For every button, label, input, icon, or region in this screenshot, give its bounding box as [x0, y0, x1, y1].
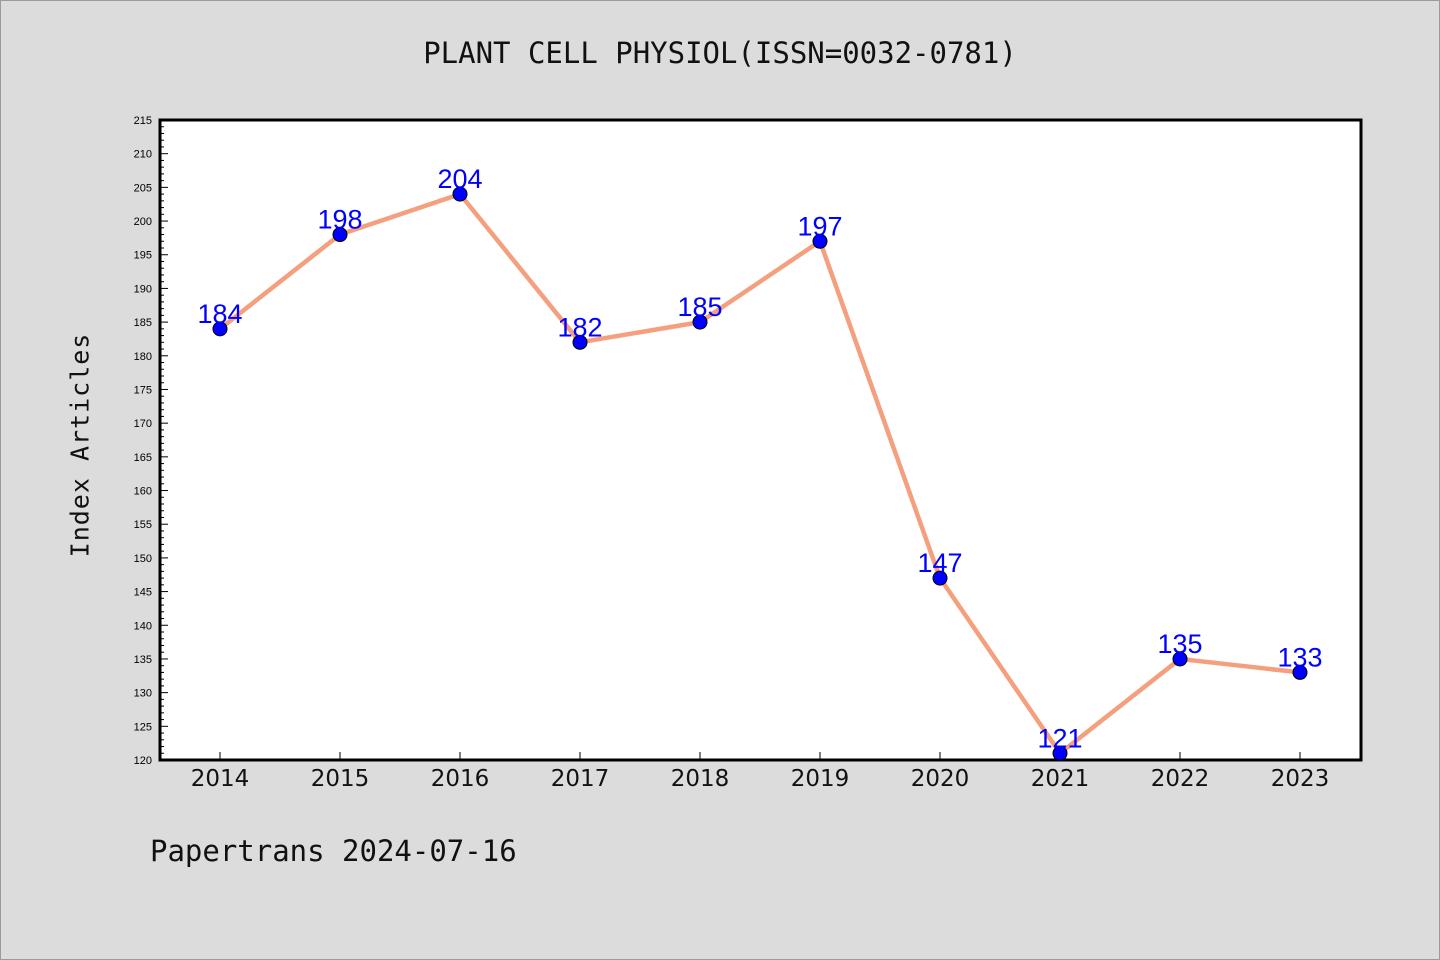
data-point — [332, 227, 348, 243]
x-tick-label: 2018 — [671, 766, 730, 792]
x-tick-label: 2019 — [791, 766, 850, 792]
data-point — [212, 321, 228, 337]
data-label: 147 — [917, 548, 962, 578]
y-tick-label: 170 — [134, 418, 152, 430]
y-tick-label: 165 — [134, 452, 152, 464]
data-label: 135 — [1157, 629, 1202, 659]
data-point — [692, 314, 708, 330]
data-label: 133 — [1277, 642, 1322, 672]
x-tick-label: 2015 — [311, 766, 370, 792]
data-label: 198 — [317, 205, 362, 235]
x-tick-label: 2020 — [911, 766, 970, 792]
y-tick-label: 215 — [134, 115, 152, 127]
y-tick-label: 155 — [134, 519, 152, 531]
data-label: 121 — [1037, 723, 1082, 753]
series-line — [217, 191, 1303, 756]
data-label: 197 — [797, 211, 842, 241]
x-tick-label: 2017 — [551, 766, 610, 792]
y-tick-label: 145 — [134, 587, 152, 599]
y-tick-label: 150 — [134, 553, 152, 565]
y-tick-label: 175 — [134, 384, 152, 396]
data-point — [1292, 664, 1308, 680]
data-point — [1052, 745, 1068, 761]
y-tick-label: 210 — [134, 149, 152, 161]
y-tick-label: 120 — [134, 755, 152, 767]
y-tick-label: 130 — [134, 688, 152, 700]
data-label: 185 — [677, 292, 722, 322]
y-tick-label: 125 — [134, 721, 152, 733]
y-tick-label: 200 — [134, 216, 152, 228]
x-tick-label: 2023 — [1271, 766, 1330, 792]
plot-area — [158, 118, 1363, 762]
y-tick-label: 205 — [134, 182, 152, 194]
y-tick-label: 190 — [134, 283, 152, 295]
data-point — [1172, 651, 1188, 667]
data-point — [572, 334, 588, 350]
x-tick-label: 2016 — [431, 766, 490, 792]
y-tick-label: 160 — [134, 486, 152, 498]
data-point — [452, 186, 468, 202]
x-tick-label: 2014 — [191, 766, 250, 792]
y-tick-label: 195 — [134, 250, 152, 262]
y-tick-label: 185 — [134, 317, 152, 329]
y-tick-label: 140 — [134, 620, 152, 632]
y-tick-label: 135 — [134, 654, 152, 666]
data-label: 182 — [557, 312, 602, 342]
data-label: 204 — [437, 164, 482, 194]
chart-title: PLANT CELL PHYSIOL(ISSN=0032-0781) — [423, 36, 1017, 70]
y-tick-label: 180 — [134, 351, 152, 363]
data-point — [932, 570, 948, 586]
x-tick-label: 2021 — [1031, 766, 1090, 792]
footer-credit: Papertrans 2024-07-16 — [150, 834, 517, 868]
x-tick-label: 2022 — [1151, 766, 1210, 792]
data-label: 184 — [197, 299, 242, 329]
data-point — [812, 233, 828, 249]
